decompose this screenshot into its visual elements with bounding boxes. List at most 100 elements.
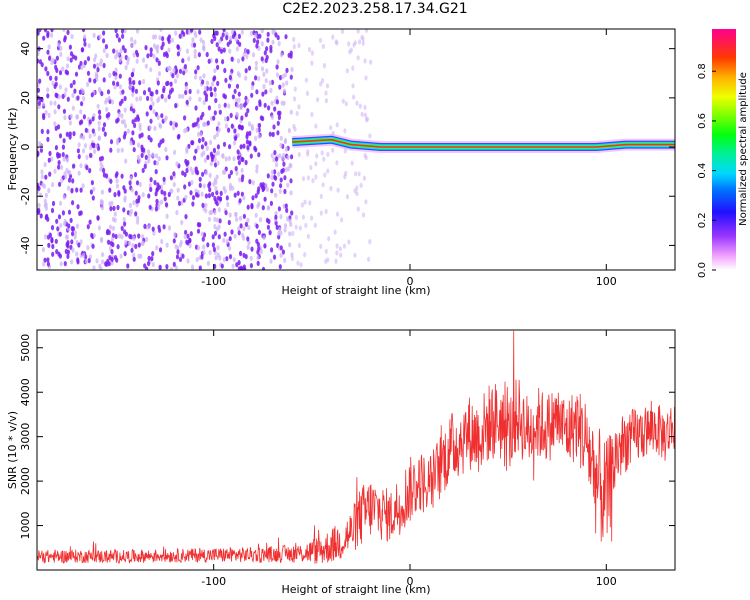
noise-speck [194,148,198,154]
noise-speck [290,210,294,216]
colorbar-label: Normalized spectral amplitude [738,72,749,226]
noise-speck [277,114,281,121]
noise-speck [204,170,209,176]
noise-speck [147,193,151,199]
noise-speck [225,256,229,262]
noise-speck [217,224,221,230]
noise-speck [98,114,102,120]
noise-speck [351,65,355,71]
noise-speck [130,36,134,43]
noise-speck [263,243,267,249]
noise-speck [115,118,119,124]
noise-speck [79,239,83,245]
noise-speck [276,120,280,126]
snr-y-ticks: 1000 2000 3000 4000 5000 [19,334,675,540]
noise-speck [120,113,124,119]
noise-speck [262,83,266,90]
noise-speck [288,231,292,237]
noise-speck [283,257,287,263]
noise-speck [273,106,277,112]
noise-speck [193,155,197,161]
noise-speck [250,246,254,252]
noise-speck [213,110,217,116]
noise-speck [362,175,366,181]
noise-speck [347,41,351,47]
noise-speck [114,67,118,73]
noise-speck [169,81,173,87]
noise-speck [251,180,255,186]
noise-speck [206,242,210,248]
noise-speck [128,202,132,208]
noise-speck [308,200,312,206]
noise-speck [75,114,79,120]
noise-speck [160,93,164,99]
noise-speck [47,187,51,194]
noise-speck [354,171,358,177]
noise-speck [95,258,99,264]
noise-speck [138,80,142,86]
noise-speck [41,247,46,253]
snr-line [37,330,675,565]
noise-speck [210,81,215,87]
noise-speck [290,255,294,261]
noise-speck [209,86,213,92]
noise-speck [101,252,105,258]
noise-speck [331,147,335,153]
noise-speck [60,178,64,184]
noise-speck [247,121,252,127]
snr-x-ticks: -100 0 100 [201,330,617,588]
noise-speck [65,234,70,240]
noise-speck [230,229,234,235]
noise-speck [255,223,259,229]
noise-speck [102,38,106,44]
noise-speck [340,29,345,34]
noise-speck [184,89,188,96]
noise-speck [283,137,288,144]
noise-speck [271,131,275,137]
noise-speck [129,175,133,181]
noise-speck [79,109,83,115]
noise-speck [216,160,220,166]
noise-speck [258,217,263,223]
noise-speck [46,261,51,267]
noise-speck [148,125,152,131]
noise-speck [115,183,119,189]
noise-speck [130,247,134,253]
noise-speck [154,206,158,212]
noise-speck [164,202,169,208]
noise-speck [120,29,125,34]
noise-speck [223,231,227,237]
noise-speck [153,180,157,186]
noise-speck [134,117,138,123]
noise-speck [225,195,229,201]
noise-speck [113,211,117,217]
noise-speck [294,214,298,220]
noise-speck [279,214,283,220]
noise-speck [127,240,132,246]
noise-speck [202,73,206,79]
noise-speck [335,211,340,217]
noise-speck [236,190,240,196]
noise-speck [198,29,202,35]
noise-speck [343,174,347,180]
noise-speck [246,98,250,104]
noise-speck [185,146,189,153]
noise-speck [164,146,168,153]
noise-speck [86,81,90,88]
noise-speck [256,241,260,248]
noise-speck [57,164,61,170]
noise-speck [242,226,246,232]
snr-xlabel: Height of straight line (km) [281,583,430,596]
noise-speck [189,231,193,237]
noise-speck [206,120,210,126]
noise-speck [119,253,123,259]
noise-speck [229,35,233,41]
noise-speck [134,211,138,217]
noise-speck [74,71,79,77]
noise-speck [340,217,344,223]
noise-speck [80,119,84,125]
noise-speck [140,132,144,138]
noise-speck [271,39,275,45]
noise-speck [175,73,180,79]
noise-speck [77,154,81,160]
